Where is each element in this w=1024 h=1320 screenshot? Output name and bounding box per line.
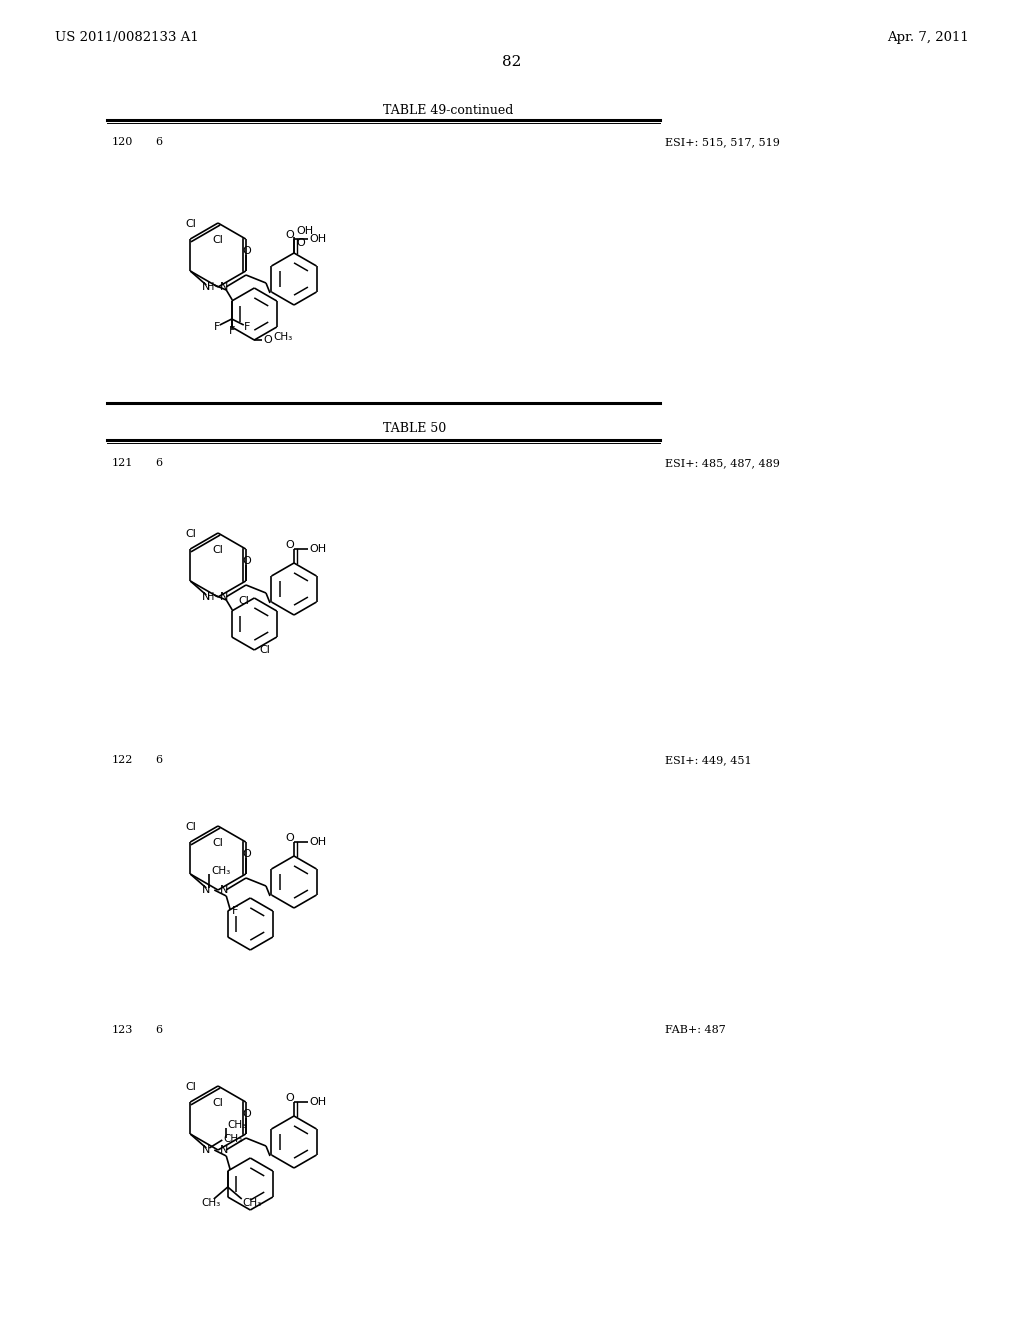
Text: OH: OH (309, 837, 326, 847)
Text: N: N (220, 282, 228, 292)
Text: O: O (263, 335, 272, 345)
Text: N: N (220, 884, 228, 895)
Text: O: O (286, 230, 294, 240)
Text: O: O (286, 540, 294, 550)
Text: CH₂: CH₂ (223, 1134, 243, 1144)
Text: F: F (214, 322, 220, 333)
Text: O: O (296, 238, 305, 248)
Text: OH: OH (296, 226, 313, 236)
Text: 121: 121 (112, 458, 133, 469)
Text: 122: 122 (112, 755, 133, 766)
Text: N: N (220, 591, 228, 602)
Text: Cl: Cl (185, 529, 196, 539)
Text: N: N (203, 1144, 211, 1155)
Text: F: F (244, 322, 250, 333)
Text: Cl: Cl (213, 1098, 223, 1107)
Text: OH: OH (309, 544, 326, 554)
Text: OH: OH (309, 234, 326, 244)
Text: Cl: Cl (185, 822, 196, 832)
Text: CH₃: CH₃ (211, 866, 230, 876)
Text: CH₃: CH₃ (273, 333, 293, 342)
Text: 6: 6 (155, 755, 162, 766)
Text: 6: 6 (155, 1026, 162, 1035)
Text: CH₃: CH₃ (243, 1199, 262, 1208)
Text: 120: 120 (112, 137, 133, 147)
Text: H: H (207, 282, 215, 292)
Text: O: O (243, 556, 252, 566)
Text: N: N (203, 282, 211, 292)
Text: H: H (207, 591, 215, 602)
Text: TABLE 50: TABLE 50 (383, 421, 446, 434)
Text: OH: OH (309, 1097, 326, 1107)
Text: O: O (243, 849, 252, 859)
Text: ESI+: 515, 517, 519: ESI+: 515, 517, 519 (665, 137, 780, 147)
Text: N: N (203, 884, 211, 895)
Text: O: O (243, 1109, 252, 1119)
Text: F: F (228, 326, 234, 337)
Text: FAB+: 487: FAB+: 487 (665, 1026, 726, 1035)
Text: CH₃: CH₃ (227, 1119, 247, 1130)
Text: N: N (203, 591, 211, 602)
Text: N: N (220, 1144, 228, 1155)
Text: ESI+: 449, 451: ESI+: 449, 451 (665, 755, 752, 766)
Text: O: O (243, 246, 252, 256)
Text: Cl: Cl (259, 645, 270, 655)
Text: Apr. 7, 2011: Apr. 7, 2011 (887, 32, 969, 45)
Text: 6: 6 (155, 458, 162, 469)
Text: F: F (231, 906, 239, 916)
Text: 82: 82 (503, 55, 521, 69)
Text: 123: 123 (112, 1026, 133, 1035)
Text: Cl: Cl (213, 545, 223, 554)
Text: Cl: Cl (213, 838, 223, 847)
Text: Cl: Cl (213, 235, 223, 246)
Text: 6: 6 (155, 137, 162, 147)
Text: CH₃: CH₃ (202, 1199, 221, 1208)
Text: Cl: Cl (185, 1082, 196, 1092)
Text: TABLE 49-continued: TABLE 49-continued (383, 103, 513, 116)
Text: ESI+: 485, 487, 489: ESI+: 485, 487, 489 (665, 458, 780, 469)
Text: Cl: Cl (185, 219, 196, 228)
Text: Cl: Cl (239, 597, 249, 606)
Text: O: O (286, 1093, 294, 1104)
Text: O: O (286, 833, 294, 843)
Text: US 2011/0082133 A1: US 2011/0082133 A1 (55, 32, 199, 45)
